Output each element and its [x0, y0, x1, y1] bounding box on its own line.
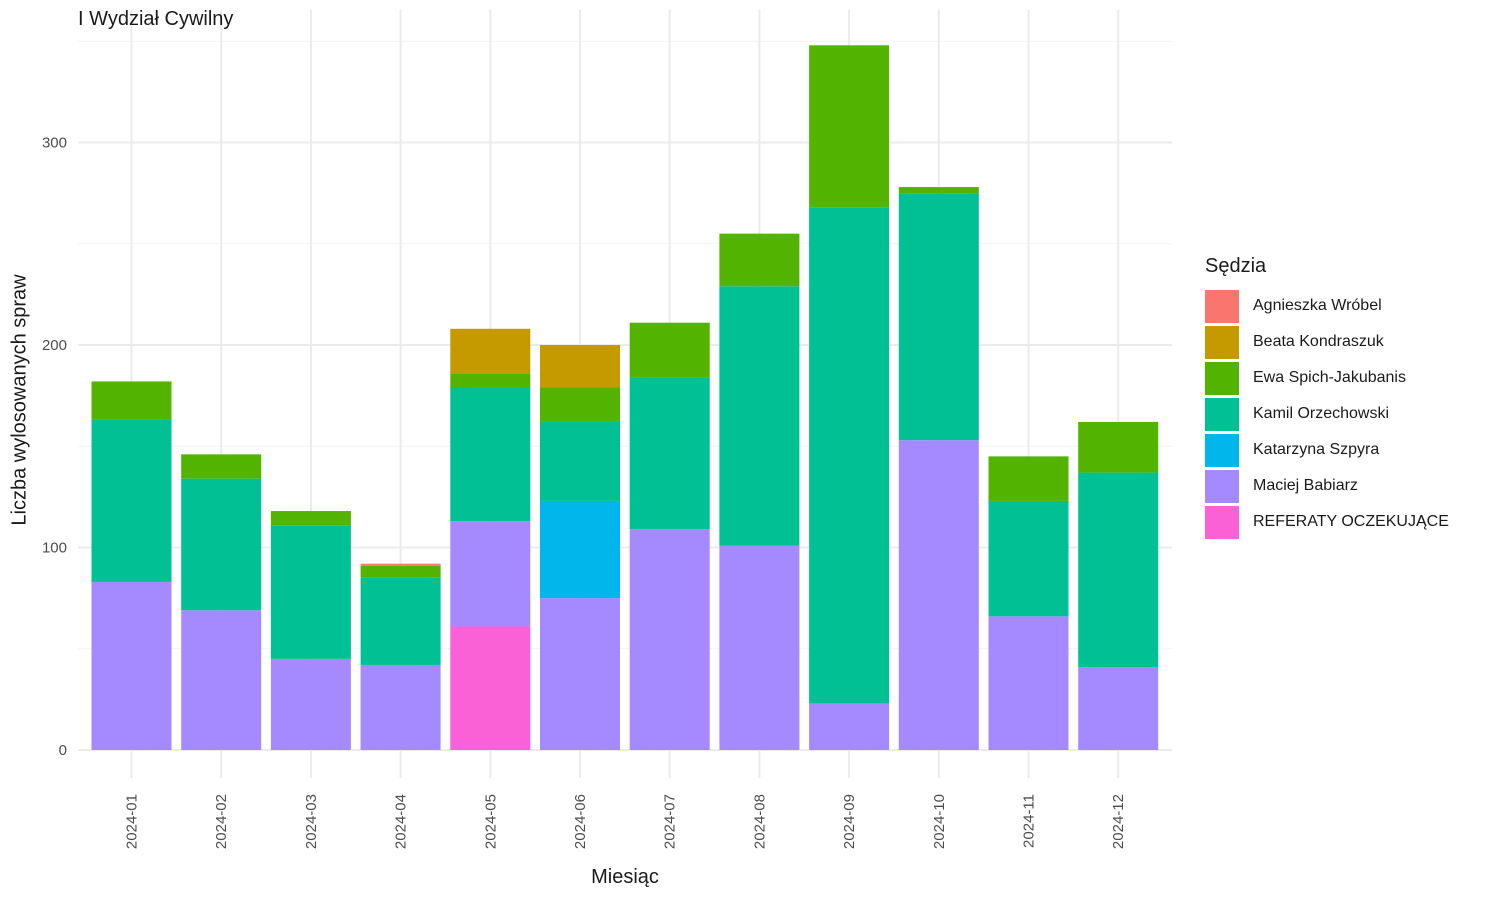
bars	[91, 45, 1159, 750]
bar-segment	[360, 563, 441, 566]
y-tick-label: 200	[42, 337, 67, 354]
bar-segment	[898, 193, 979, 441]
x-tick-label: 2024-10	[931, 794, 948, 849]
bar-segment	[540, 598, 620, 750]
legend-item: Maciej Babiarz	[1205, 468, 1449, 504]
bar-segment	[270, 511, 351, 526]
x-tick-label: 2024-09	[841, 794, 858, 849]
bar-segment	[809, 207, 890, 704]
bar-segment	[988, 456, 1069, 501]
legend-label: REFERATY OCZEKUJĄCE	[1253, 513, 1449, 530]
bar-segment	[360, 664, 441, 750]
bar-segment	[988, 616, 1069, 750]
x-tick-label: 2024-03	[303, 794, 320, 849]
legend-swatch	[1205, 361, 1239, 395]
bar-segment	[181, 454, 262, 479]
bar-segment	[181, 610, 262, 750]
bar-segment	[540, 421, 620, 501]
legend-item: Kamil Orzechowski	[1205, 396, 1449, 432]
bar-segment	[719, 545, 800, 750]
y-axis-label: Liczba wylosowanych spraw	[8, 274, 31, 526]
legend-swatch	[1205, 397, 1239, 431]
legend-label: Maciej Babiarz	[1253, 477, 1358, 494]
bar-segment	[540, 387, 620, 422]
bar-segment	[450, 521, 531, 627]
bar-segment	[270, 525, 351, 659]
legend-item: REFERATY OCZEKUJĄCE	[1205, 504, 1449, 540]
bar-segment	[91, 419, 172, 582]
x-tick-label: 2024-02	[213, 794, 230, 849]
bar-segment	[988, 500, 1069, 617]
legend-title: Sędzia	[1205, 255, 1267, 277]
x-axis-label: Miesiąc	[591, 866, 659, 888]
legend-item: Katarzyna Szpyra	[1205, 432, 1449, 468]
x-tick-label: 2024-06	[572, 794, 589, 849]
bar-segment	[360, 565, 441, 578]
bar-segment	[450, 626, 531, 750]
bar-segment	[360, 577, 441, 665]
y-tick-label: 0	[59, 742, 67, 759]
bar-segment	[809, 703, 890, 750]
bar-segment	[450, 328, 531, 374]
bar-segment	[898, 440, 979, 750]
bar-segment	[809, 45, 890, 208]
legend-label: Agnieszka Wróbel	[1253, 297, 1382, 314]
bar-segment	[719, 286, 800, 546]
bar-segment	[1078, 421, 1159, 473]
bar-segment	[629, 529, 710, 750]
y-tick-label: 300	[42, 135, 67, 152]
x-tick-label: 2024-05	[482, 794, 499, 849]
bar-segment	[629, 377, 710, 530]
legend-label: Beata Kondraszuk	[1253, 333, 1384, 350]
y-tick-label: 100	[42, 540, 67, 557]
bar-segment	[719, 233, 800, 287]
x-tick-label: 2024-12	[1110, 794, 1127, 849]
bar-segment	[91, 381, 172, 420]
x-tick-label: 2024-01	[124, 794, 141, 849]
x-tick-labels: 2024-01 2024-02 2024-03 2024-04 2024-05 2024-…	[124, 794, 1128, 849]
bar-segment	[91, 581, 172, 750]
legend-swatch	[1205, 325, 1239, 359]
legend-item: Ewa Spich-Jakubanis	[1205, 360, 1449, 396]
x-tick-label: 2024-07	[662, 794, 679, 849]
legend-items: Agnieszka Wróbel Beata Kondraszuk Ewa Spic…	[1205, 288, 1449, 540]
legend-swatch	[1205, 505, 1239, 539]
bar-segment	[270, 658, 351, 750]
legend-swatch	[1205, 289, 1239, 323]
bar-segment	[1078, 472, 1159, 667]
bar-segment	[540, 345, 620, 388]
legend-swatch	[1205, 469, 1239, 503]
bar-segment	[540, 500, 620, 599]
legend-label: Kamil Orzechowski	[1253, 405, 1390, 422]
bar-segment	[450, 387, 531, 522]
bar-segment	[181, 478, 262, 611]
legend-swatch	[1205, 433, 1239, 467]
chart-title: I Wydział Cywilny	[78, 8, 234, 30]
x-tick-label: 2024-08	[751, 794, 768, 849]
x-tick-label: 2024-11	[1021, 794, 1038, 848]
x-tick-label: 2024-04	[393, 794, 410, 849]
y-tick-labels: 0 100 200 300	[42, 135, 67, 760]
legend-item: Agnieszka Wróbel	[1205, 288, 1449, 324]
bar-segment	[629, 322, 710, 378]
bar-segment	[1078, 666, 1159, 750]
legend: Sędzia Agnieszka Wróbel Beata Kondraszuk E…	[1205, 255, 1449, 540]
bar-segment	[898, 187, 979, 194]
legend-item: Beata Kondraszuk	[1205, 324, 1449, 360]
legend-label: Katarzyna Szpyra	[1253, 441, 1380, 458]
legend-label: Ewa Spich-Jakubanis	[1253, 369, 1406, 386]
bar-segment	[450, 373, 531, 388]
